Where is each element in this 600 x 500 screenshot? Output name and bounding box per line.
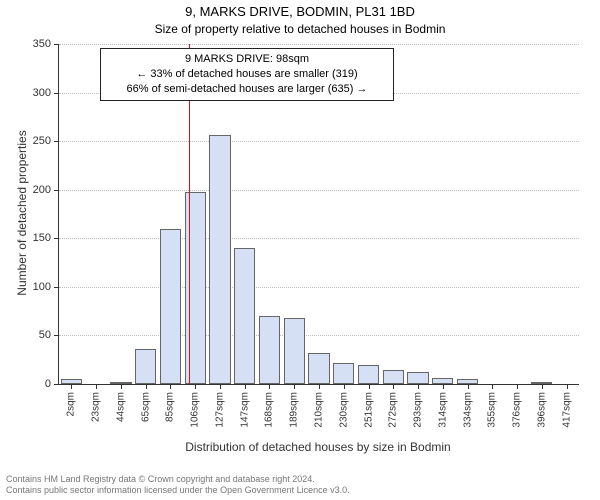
x-tick bbox=[344, 384, 345, 389]
y-gridline bbox=[59, 238, 579, 239]
x-tick bbox=[294, 384, 295, 389]
x-tick-label: 210sqm bbox=[314, 392, 325, 428]
x-tick-label: 334sqm bbox=[462, 392, 473, 428]
histogram-bar bbox=[333, 363, 354, 384]
x-tick-label: 106sqm bbox=[190, 392, 201, 428]
x-tick-label: 396sqm bbox=[536, 392, 547, 428]
x-tick bbox=[567, 384, 568, 389]
x-tick-label: 85sqm bbox=[165, 392, 176, 422]
footer-line-1: Contains HM Land Registry data © Crown c… bbox=[6, 474, 350, 485]
histogram-bar bbox=[407, 372, 428, 384]
y-gridline bbox=[59, 287, 579, 288]
y-tick bbox=[54, 141, 59, 142]
x-tick bbox=[195, 384, 196, 389]
x-tick bbox=[542, 384, 543, 389]
x-tick-label: 293sqm bbox=[413, 392, 424, 428]
histogram-bar bbox=[308, 353, 329, 384]
x-tick-label: 65sqm bbox=[140, 392, 151, 422]
histogram-bar bbox=[185, 192, 206, 384]
x-tick bbox=[517, 384, 518, 389]
x-tick-label: 376sqm bbox=[512, 392, 523, 428]
x-tick-label: 2sqm bbox=[66, 392, 77, 416]
y-axis-title: Number of detached properties bbox=[15, 113, 29, 313]
x-tick bbox=[245, 384, 246, 389]
x-tick-label: 251sqm bbox=[363, 392, 374, 428]
y-tick-label: 250 bbox=[33, 135, 51, 147]
x-tick-label: 23sqm bbox=[91, 392, 102, 422]
chart-annotation-box: 9 MARKS DRIVE: 98sqm ← 33% of detached h… bbox=[100, 48, 394, 101]
x-tick bbox=[468, 384, 469, 389]
histogram-bar bbox=[259, 316, 280, 384]
x-tick bbox=[121, 384, 122, 389]
x-tick-label: 355sqm bbox=[487, 392, 498, 428]
x-tick-label: 272sqm bbox=[388, 392, 399, 428]
histogram-bar bbox=[358, 365, 379, 384]
y-gridline bbox=[59, 141, 579, 142]
annotation-line-3: 66% of semi-detached houses are larger (… bbox=[107, 82, 387, 97]
footer-line-2: Contains public sector information licen… bbox=[6, 485, 350, 496]
x-tick bbox=[492, 384, 493, 389]
y-tick-label: 100 bbox=[33, 281, 51, 293]
x-axis-title: Distribution of detached houses by size … bbox=[58, 440, 578, 454]
page-subtitle: Size of property relative to detached ho… bbox=[0, 22, 600, 36]
y-tick-label: 0 bbox=[45, 378, 51, 390]
y-tick bbox=[54, 93, 59, 94]
x-tick bbox=[443, 384, 444, 389]
histogram-bar bbox=[234, 248, 255, 384]
annotation-line-1: 9 MARKS DRIVE: 98sqm bbox=[107, 52, 387, 67]
x-tick bbox=[71, 384, 72, 389]
histogram-bar bbox=[160, 229, 181, 384]
annotation-line-2: ← 33% of detached houses are smaller (31… bbox=[107, 67, 387, 82]
x-tick-label: 189sqm bbox=[289, 392, 300, 428]
y-tick bbox=[54, 287, 59, 288]
y-gridline bbox=[59, 44, 579, 45]
footer-attribution: Contains HM Land Registry data © Crown c… bbox=[6, 474, 350, 497]
histogram-bar bbox=[284, 318, 305, 384]
x-tick bbox=[319, 384, 320, 389]
y-tick bbox=[54, 335, 59, 336]
x-tick bbox=[170, 384, 171, 389]
x-tick bbox=[96, 384, 97, 389]
page: 9, MARKS DRIVE, BODMIN, PL31 1BD Size of… bbox=[0, 0, 600, 500]
y-gridline bbox=[59, 335, 579, 336]
x-tick bbox=[393, 384, 394, 389]
x-tick-label: 314sqm bbox=[437, 392, 448, 428]
y-tick bbox=[54, 384, 59, 385]
y-tick-label: 150 bbox=[33, 232, 51, 244]
y-tick-label: 300 bbox=[33, 87, 51, 99]
x-tick bbox=[418, 384, 419, 389]
x-tick bbox=[146, 384, 147, 389]
y-tick bbox=[54, 238, 59, 239]
x-tick bbox=[220, 384, 221, 389]
y-tick-label: 350 bbox=[33, 38, 51, 50]
x-tick-label: 44sqm bbox=[115, 392, 126, 422]
x-tick bbox=[369, 384, 370, 389]
y-tick bbox=[54, 44, 59, 45]
x-tick-label: 417sqm bbox=[561, 392, 572, 428]
y-tick-label: 50 bbox=[39, 329, 51, 341]
y-tick bbox=[54, 190, 59, 191]
y-gridline bbox=[59, 190, 579, 191]
x-tick-label: 168sqm bbox=[264, 392, 275, 428]
x-tick-label: 230sqm bbox=[338, 392, 349, 428]
x-tick-label: 147sqm bbox=[239, 392, 250, 428]
y-tick-label: 200 bbox=[33, 184, 51, 196]
histogram-bar bbox=[209, 135, 230, 384]
x-tick bbox=[269, 384, 270, 389]
histogram-bar bbox=[135, 349, 156, 384]
x-tick-label: 127sqm bbox=[214, 392, 225, 428]
page-title: 9, MARKS DRIVE, BODMIN, PL31 1BD bbox=[0, 4, 600, 19]
histogram-bar bbox=[383, 370, 404, 384]
